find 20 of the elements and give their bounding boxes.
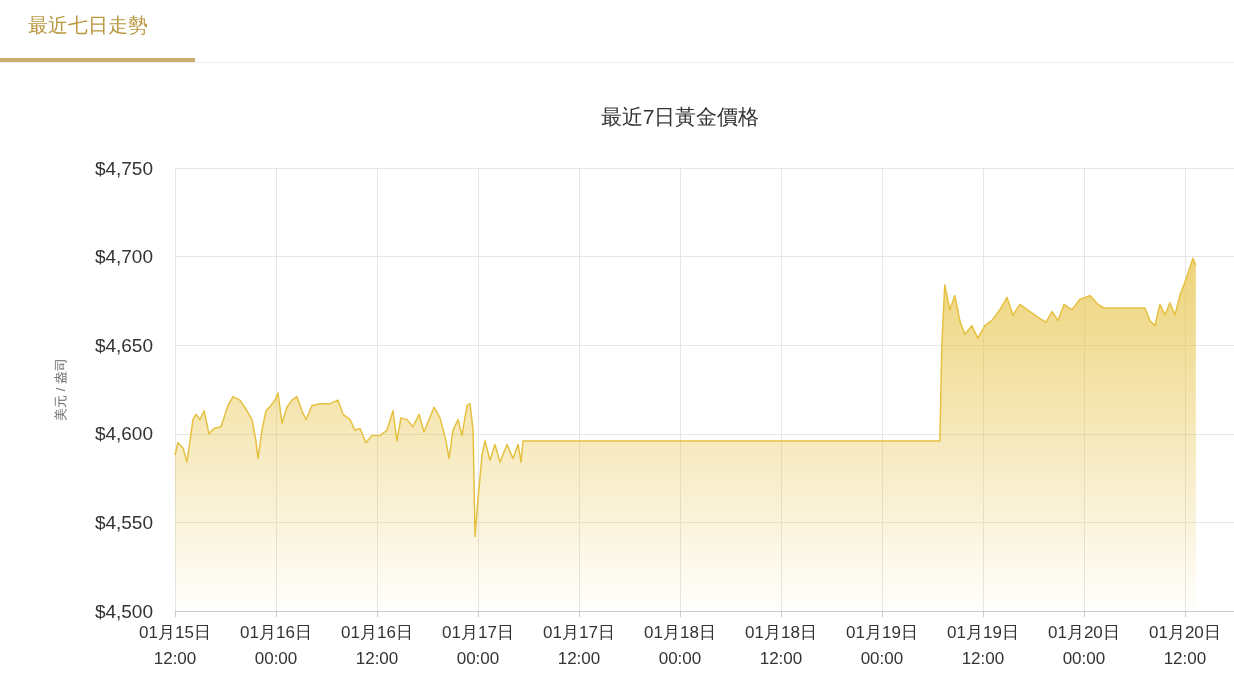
x-tick-label: 01月16日 12:00	[341, 622, 413, 668]
y-tick-label: $4,600	[94, 423, 153, 445]
x-tick-label: 01月16日 00:00	[240, 622, 312, 668]
y-tick-label: $4,550	[94, 511, 153, 533]
y-tick-label: $4,500	[94, 600, 153, 622]
y-axis-title: 美元 / 盎司	[53, 358, 68, 421]
text: 最近七日走勢	[28, 12, 148, 39]
x-tick-label: 01月19日 12:00	[947, 622, 1019, 668]
x-tick-label: 01月18日 00:00	[644, 622, 716, 668]
x-tick-label: 01月17日 00:00	[442, 622, 514, 668]
x-tick-label: 01月19日 00:00	[846, 622, 918, 668]
x-tick-label: 01月15日 12:00	[139, 622, 211, 668]
x-tick-label: 01月18日 12:00	[745, 622, 817, 668]
y-tick-label: $4,750	[94, 157, 153, 179]
x-tick-label: 01月17日 12:00	[543, 622, 615, 668]
chart-title: 最近7日黃金價格	[600, 105, 760, 128]
y-tick-label: $4,700	[94, 246, 153, 268]
x-tick-label: 01月20日 00:00	[1048, 622, 1120, 668]
x-tick-label: 01月20日 12:00	[1148, 622, 1221, 668]
y-tick-label: $4,650	[94, 334, 153, 356]
